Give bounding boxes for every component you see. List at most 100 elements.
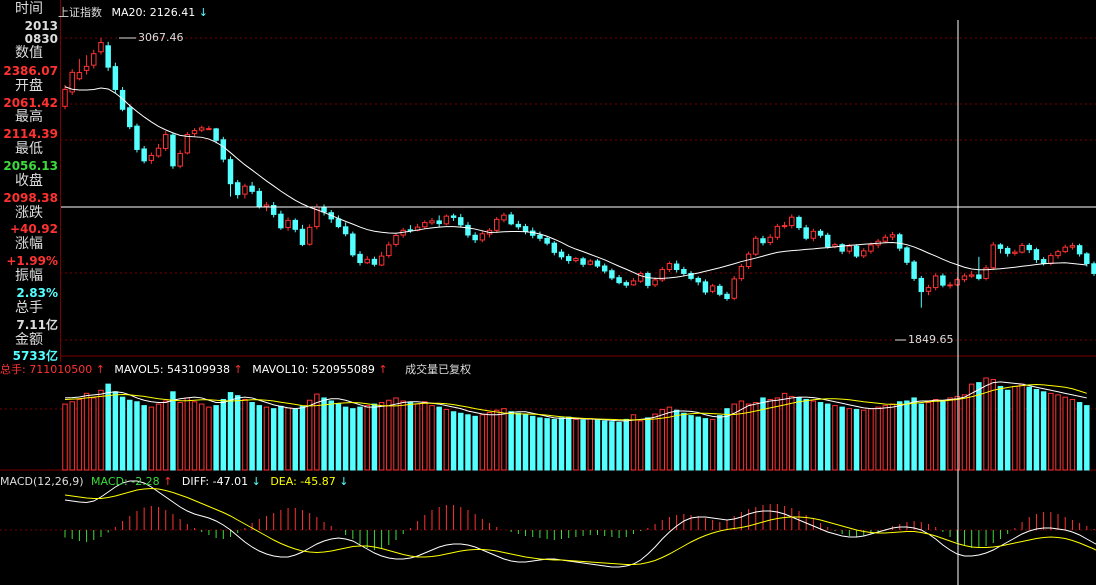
candle-up: [637, 272, 644, 282]
candle-down: [105, 45, 111, 68]
value-label: 数值: [15, 45, 43, 61]
candle-up: [868, 244, 874, 252]
volume-bar: [796, 397, 802, 471]
volume-bar: [738, 400, 745, 471]
amount-value: 5733亿: [12, 349, 58, 363]
candle-up: [753, 237, 759, 255]
volume-bar: [472, 415, 478, 471]
volume-bar: [702, 418, 709, 471]
candle-down: [544, 237, 550, 244]
volume-bar: [767, 398, 773, 471]
mavol10-line: [64, 383, 1087, 421]
date-md: 0830: [24, 32, 58, 46]
volume-bar: [414, 403, 421, 471]
candle-up: [429, 220, 435, 224]
candle-up: [652, 279, 658, 286]
index-name: 上证指数: [58, 6, 102, 19]
candle-down: [270, 205, 277, 215]
volume-bar: [141, 405, 147, 471]
candle-down: [911, 261, 917, 279]
candle-up: [242, 185, 248, 195]
candle-up: [386, 244, 392, 257]
candle-up: [198, 127, 205, 131]
volume-bar: [529, 415, 536, 471]
candle-up: [932, 275, 939, 289]
volume-bar: [155, 403, 162, 471]
dea-line: [64, 487, 1096, 565]
volume-bar: [573, 418, 579, 471]
volume-bar: [817, 402, 824, 471]
volume-bar: [580, 419, 586, 471]
macd-arrow-icon: ↑: [163, 475, 173, 488]
candle-up: [177, 152, 183, 167]
candle-up: [422, 222, 428, 228]
candle-up: [666, 263, 673, 270]
candle-down: [616, 277, 622, 284]
volume-bar: [544, 418, 550, 471]
candle-down: [335, 218, 342, 228]
volume-bar: [760, 397, 766, 471]
volume-bar: [781, 392, 788, 471]
candle-up: [1048, 255, 1054, 265]
candle-down: [292, 219, 298, 230]
volume-bar: [256, 405, 263, 471]
diff-value: DIFF: -47.01: [181, 475, 249, 488]
volume-bar: [299, 405, 306, 471]
volume-bar: [882, 405, 889, 471]
candle-up: [947, 284, 953, 287]
candle-down: [601, 265, 608, 272]
candle-down: [537, 234, 543, 239]
candle-down: [940, 275, 946, 286]
candle-up: [1019, 244, 1025, 253]
volume-bar: [407, 402, 414, 471]
volume-label: 总手: [15, 300, 43, 316]
volume-bar: [191, 401, 198, 471]
candle-up: [889, 234, 896, 238]
candle-up: [62, 88, 68, 107]
volume-bar: [364, 405, 370, 471]
candle-up: [738, 266, 745, 280]
volume-bar: [234, 395, 241, 471]
candle-down: [1026, 244, 1032, 251]
candle-down: [551, 242, 558, 253]
dea-arrow-icon: ↓: [339, 475, 349, 488]
candle-down: [688, 272, 694, 279]
candle-up: [968, 274, 975, 277]
candle-up: [155, 147, 162, 157]
volume-bar: [479, 414, 486, 471]
volume-bar: [1062, 396, 1068, 471]
candle-up: [184, 134, 191, 154]
open-value: 2061.42: [3, 96, 58, 110]
volume-bar: [753, 402, 759, 471]
candle-down: [825, 234, 831, 248]
volume-bar: [659, 408, 665, 471]
candle-up: [587, 260, 594, 265]
high-marker-label: 3067.46: [138, 31, 184, 44]
candle-up: [378, 255, 385, 266]
candle-up: [494, 218, 500, 231]
candle-up: [810, 230, 817, 239]
volume-bar: [889, 403, 896, 471]
candle-up: [731, 278, 737, 299]
volume-bar: [278, 405, 284, 471]
volume-bar: [378, 402, 385, 471]
candle-up: [69, 71, 75, 93]
volume-bar: [292, 408, 298, 471]
volume-bar: [1055, 394, 1061, 471]
volume-bar: [695, 416, 701, 471]
candle-down: [256, 190, 263, 207]
volume-bar: [134, 401, 140, 471]
candle-up: [774, 225, 781, 238]
volume-bar: [1004, 389, 1011, 471]
candle-up: [767, 236, 773, 243]
volume-bar: [947, 397, 953, 471]
dea-value: DEA: -45.87: [270, 475, 336, 488]
volume-bar: [825, 403, 831, 471]
volume-bar: [69, 401, 75, 471]
volume-bar: [465, 414, 471, 471]
volume-bar: [681, 412, 687, 471]
volume-bar: [803, 398, 809, 471]
volume-bar: [688, 415, 694, 471]
candle-up: [98, 42, 104, 53]
